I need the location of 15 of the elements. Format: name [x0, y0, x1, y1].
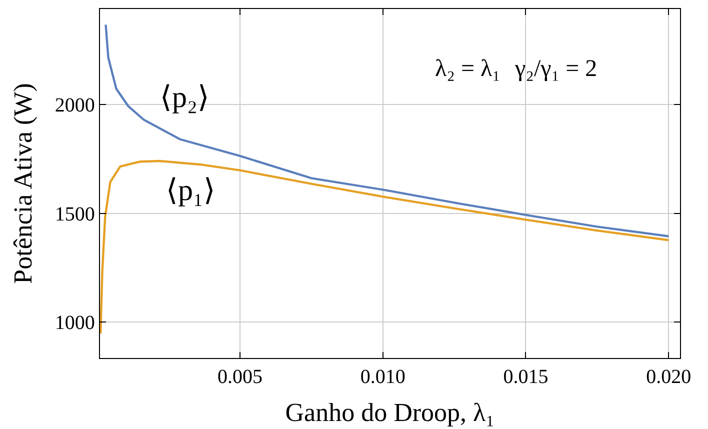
- annotation: ⟨p₁⟩: [166, 174, 216, 207]
- x-tick-label: 0.020: [646, 366, 692, 388]
- y-tick-label: 1500: [54, 203, 95, 226]
- x-tick-label: 0.015: [503, 366, 548, 388]
- annotation: λ₂ = λ₁: [435, 56, 501, 82]
- x-tick-label: 0.010: [360, 366, 406, 388]
- x-axis-title: Ganho do Droop, λ₁: [285, 398, 495, 427]
- annotation: γ₂/γ₁ = 2: [514, 56, 598, 82]
- y-axis-title: Potência Ativa (W): [8, 83, 38, 284]
- y-tick-label: 1000: [54, 312, 95, 334]
- y-tick-label: 2000: [54, 94, 95, 117]
- x-tick-label: 0.005: [218, 366, 262, 388]
- annotation: ⟨p₂⟩: [160, 81, 210, 114]
- line-series: [100, 160, 670, 335]
- line-series: [104, 24, 670, 238]
